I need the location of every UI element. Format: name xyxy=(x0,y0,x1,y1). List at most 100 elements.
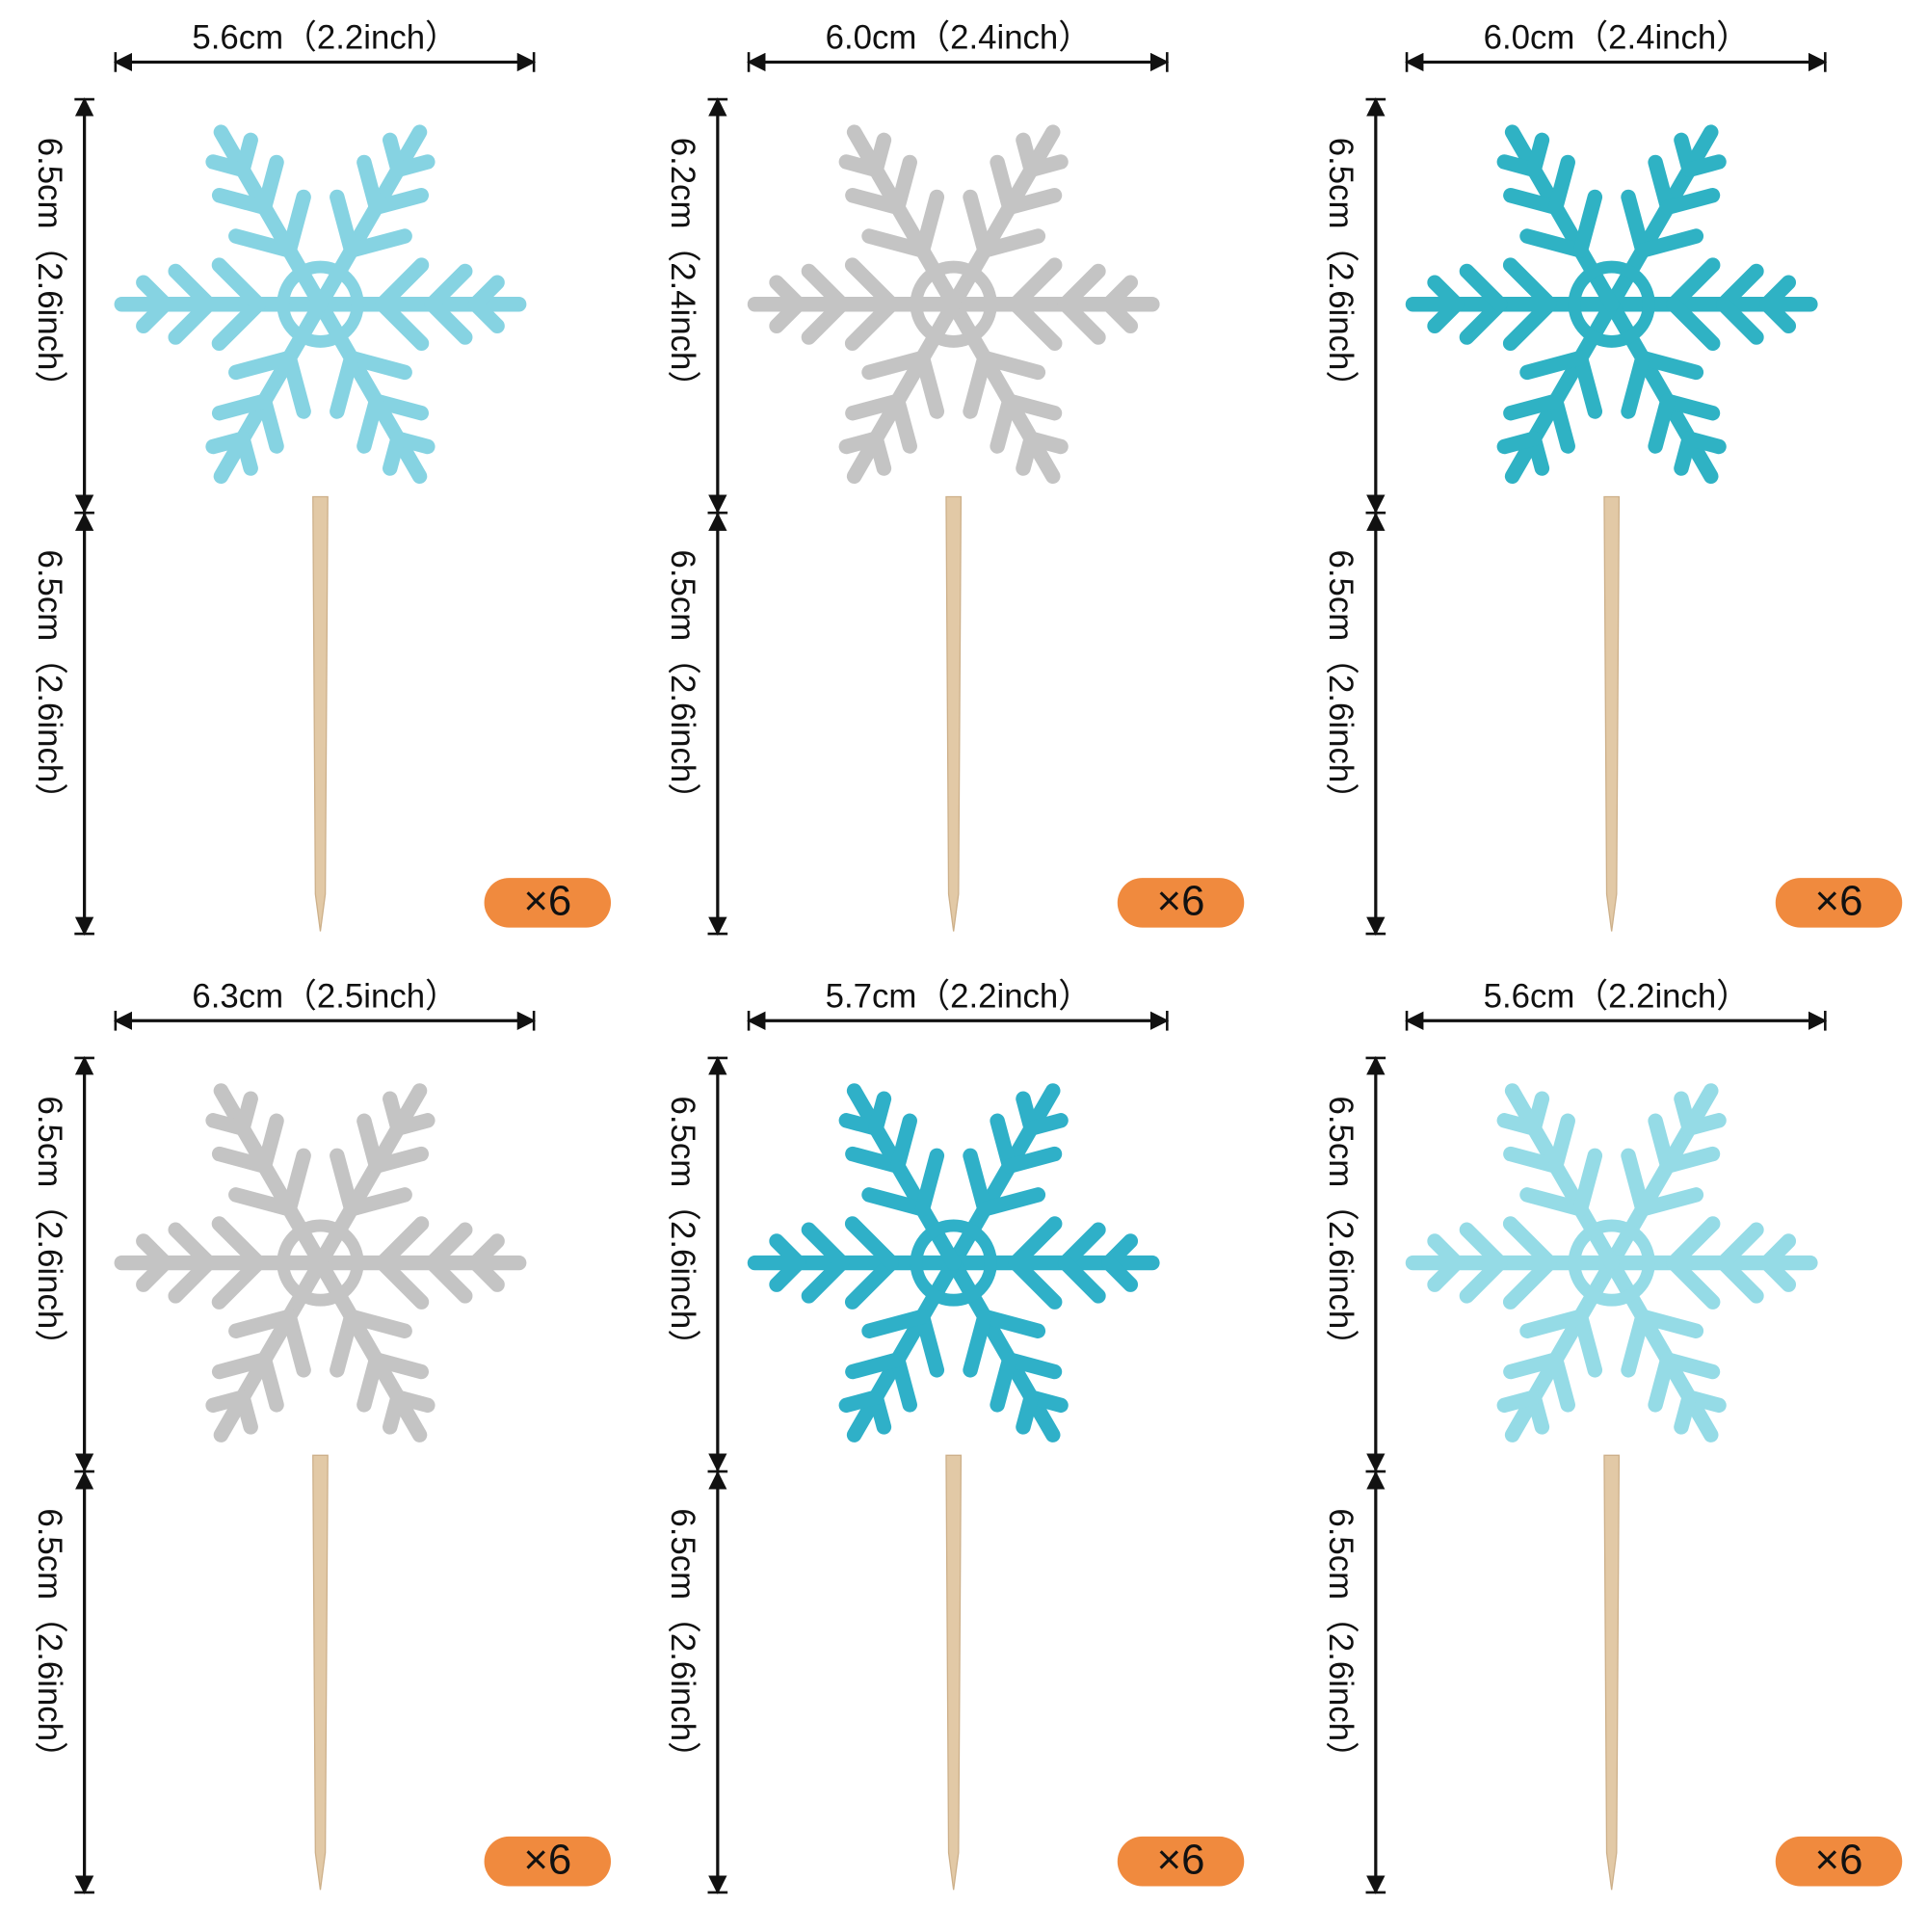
branch xyxy=(168,296,217,345)
branch xyxy=(424,263,473,312)
branch xyxy=(1715,1255,1764,1304)
count-badge xyxy=(484,1836,612,1887)
branch xyxy=(330,189,359,258)
stick xyxy=(312,1454,329,1891)
topper-card: 5.7cm（2.2inch） 6.5cm（2.6inch） 6.5cm（2.6inc… xyxy=(664,978,1245,1894)
branch xyxy=(368,1352,430,1380)
arm xyxy=(1603,1255,1727,1442)
topper-card: 6.0cm（2.4inch） 6.5cm（2.6inch） 6.5cm（2.6inc… xyxy=(1322,19,1903,937)
branch xyxy=(211,393,273,421)
branch xyxy=(375,1216,430,1271)
count-badge xyxy=(484,878,612,928)
width-label: 5.7cm（2.2inch） xyxy=(826,978,1092,1015)
branch xyxy=(1681,154,1727,177)
branch xyxy=(281,350,311,419)
branch xyxy=(1572,350,1603,419)
branch xyxy=(390,154,436,177)
branch xyxy=(845,1146,906,1174)
bottom-height-label: 6.5cm（2.6inch） xyxy=(31,1508,67,1774)
branch xyxy=(889,154,917,216)
branch xyxy=(1496,431,1542,455)
top-height-label: 6.2cm（2.4inch） xyxy=(664,138,700,404)
branch xyxy=(1519,350,1589,381)
branch xyxy=(769,1233,806,1271)
branch xyxy=(228,1187,297,1217)
branch xyxy=(281,1148,311,1217)
branch xyxy=(990,393,1017,454)
branch xyxy=(1674,1389,1697,1435)
branch xyxy=(1057,1255,1106,1304)
branch xyxy=(211,257,266,312)
branch xyxy=(281,1309,311,1378)
branch xyxy=(330,1148,359,1217)
bottom-height-label: 6.5cm（2.6inch） xyxy=(31,550,67,816)
branch xyxy=(1635,1309,1704,1338)
branch xyxy=(1715,263,1764,312)
count-badge xyxy=(1117,1836,1245,1887)
arm xyxy=(312,1255,436,1442)
branch xyxy=(889,393,917,454)
branch xyxy=(1659,1146,1721,1174)
branch xyxy=(963,1148,992,1217)
branch xyxy=(375,296,430,352)
topper-card: 5.6cm（2.2inch） 6.5cm（2.6inch） 6.5cm（2.6inc… xyxy=(1322,978,1903,1894)
bottom-height-label: 6.5cm（2.6inch） xyxy=(664,1508,700,1774)
branch xyxy=(424,1255,473,1304)
stick xyxy=(945,495,963,932)
branch xyxy=(228,228,297,258)
branch xyxy=(1023,1113,1069,1136)
branch xyxy=(1503,1146,1564,1174)
branch xyxy=(1715,296,1764,345)
branch xyxy=(1621,350,1650,419)
top-height-label: 6.5cm（2.6inch） xyxy=(1322,138,1359,404)
branch xyxy=(356,1352,384,1413)
branch xyxy=(1057,296,1106,345)
branch xyxy=(1101,1255,1139,1292)
arm xyxy=(1603,1216,1818,1310)
branch xyxy=(963,1309,992,1378)
arm xyxy=(312,296,436,485)
snowflake xyxy=(114,124,527,485)
branch xyxy=(838,1389,884,1414)
branch xyxy=(1572,189,1603,258)
arm xyxy=(312,1216,527,1310)
snowflake xyxy=(747,1083,1160,1442)
branch xyxy=(914,1309,945,1378)
branch xyxy=(390,1113,436,1136)
branch xyxy=(845,393,906,421)
branch xyxy=(861,1309,931,1338)
bottom-height-label: 6.5cm（2.6inch） xyxy=(1322,1508,1359,1774)
width-label: 5.6cm（2.2inch） xyxy=(1484,978,1750,1015)
branch xyxy=(1001,393,1063,421)
branch xyxy=(1023,154,1069,177)
branch xyxy=(383,1389,406,1435)
branch xyxy=(1547,393,1575,454)
branch xyxy=(1635,1187,1704,1217)
branch xyxy=(1427,1233,1465,1271)
branch xyxy=(383,431,406,476)
branch xyxy=(1666,1255,1721,1310)
branch xyxy=(1519,1187,1589,1217)
branch xyxy=(281,189,311,258)
branch xyxy=(1674,431,1697,476)
branch xyxy=(1572,1148,1603,1217)
branch xyxy=(368,188,430,216)
branch xyxy=(868,132,892,177)
branch xyxy=(136,275,173,312)
branch xyxy=(845,1352,906,1380)
branch xyxy=(356,393,384,454)
branch xyxy=(1502,1216,1557,1271)
branch xyxy=(1659,188,1721,216)
branch xyxy=(963,350,992,419)
branch xyxy=(228,1309,297,1338)
branch xyxy=(168,1222,217,1271)
branch xyxy=(914,1148,945,1217)
branch xyxy=(977,350,1046,381)
branch xyxy=(1759,296,1797,334)
branch xyxy=(769,275,806,312)
topper-card: 6.0cm（2.4inch） 6.2cm（2.4inch） 6.5cm（2.6inc… xyxy=(664,19,1245,937)
branch xyxy=(256,1352,284,1413)
branch xyxy=(801,263,850,312)
branch xyxy=(368,1146,430,1174)
